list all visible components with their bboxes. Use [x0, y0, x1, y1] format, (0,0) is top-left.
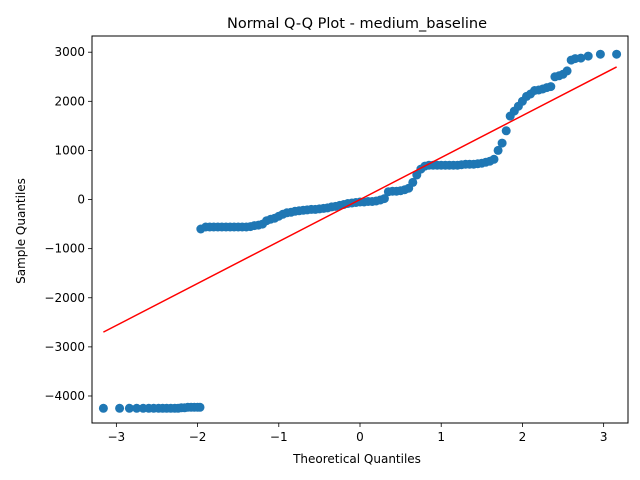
chart-title: Normal Q-Q Plot - medium_baseline	[227, 16, 487, 32]
data-point	[115, 403, 125, 413]
x-tick-label: −2	[189, 430, 207, 444]
y-tick-label: 3000	[54, 45, 85, 59]
x-tick-label: −3	[108, 430, 126, 444]
data-points	[98, 49, 622, 413]
data-point	[132, 403, 142, 413]
data-point	[595, 49, 605, 59]
data-point	[546, 82, 556, 92]
y-tick-label: −1000	[44, 242, 85, 256]
data-point	[612, 49, 622, 59]
x-axis-ticks: −3 −2 −1 0 1 2 3	[108, 423, 608, 444]
data-point	[576, 53, 586, 63]
data-point	[195, 402, 205, 412]
x-tick-label: 2	[519, 430, 527, 444]
data-point	[493, 145, 503, 155]
data-point	[408, 177, 418, 187]
data-point	[489, 154, 499, 164]
y-tick-label: −2000	[44, 291, 85, 305]
y-tick-label: −4000	[44, 389, 85, 403]
data-point	[562, 66, 572, 76]
x-tick-label: −1	[270, 430, 288, 444]
data-point	[497, 138, 507, 148]
x-tick-label: 0	[356, 430, 364, 444]
reference-line	[103, 66, 617, 333]
x-tick-label: 1	[437, 430, 445, 444]
data-point	[501, 126, 511, 136]
y-axis-ticks: −4000 −3000 −2000 −1000 0 1000 2000 3000	[44, 45, 92, 403]
data-point	[583, 51, 593, 61]
x-tick-label: 3	[600, 430, 608, 444]
plot-area-frame	[91, 35, 629, 424]
y-axis-label: Sample Quantiles	[14, 178, 28, 284]
y-tick-label: 1000	[54, 143, 85, 157]
data-point	[124, 403, 134, 413]
data-point	[98, 403, 108, 413]
y-tick-label: −3000	[44, 340, 85, 354]
x-axis-label: Theoretical Quantiles	[292, 452, 421, 466]
data-point	[379, 194, 389, 204]
y-tick-label: 0	[77, 193, 85, 207]
y-tick-label: 2000	[54, 94, 85, 108]
